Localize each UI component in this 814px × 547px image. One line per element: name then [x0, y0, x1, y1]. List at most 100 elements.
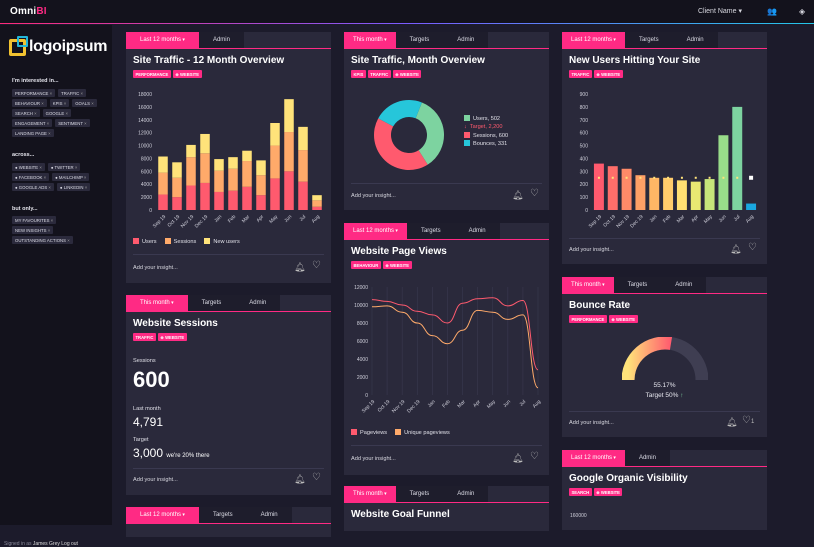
users-icon[interactable]: 👥 [767, 7, 777, 16]
tab-this-month[interactable]: This month [344, 486, 396, 502]
tab-admin[interactable]: Admin [443, 486, 489, 502]
tag-kpis[interactable]: KPIS [351, 70, 366, 78]
brand-logo[interactable]: OmniBI [10, 6, 47, 17]
brand-name: Omni [10, 6, 37, 17]
tab-targets[interactable]: Targets [198, 507, 247, 523]
last-month-label: Last month [133, 406, 161, 412]
tab-last-12-months[interactable]: Last 12 months [562, 32, 625, 48]
add-insight-link[interactable]: Add your insight... [133, 477, 178, 483]
filter-chip[interactable]: TRAFFIC [58, 89, 86, 97]
filter-chip[interactable]: ● LINKEDIN [56, 183, 91, 191]
tab-last-12-months[interactable]: Last 12 months [344, 223, 407, 239]
tab-targets[interactable]: Targets [187, 295, 236, 311]
filter-chip[interactable]: ● FACEBOOK [12, 173, 50, 181]
filter-chip[interactable]: SENTIMENT [55, 119, 90, 127]
bell-icon[interactable]: 🔔︎ [726, 417, 738, 427]
tag-website[interactable]: ⊕ WEBSITE [172, 70, 202, 78]
tag-behaviour[interactable]: BEHAVIOUR [351, 261, 381, 269]
heart-icon[interactable]: ♡ [748, 242, 757, 253]
target-marker [653, 176, 656, 179]
tab-targets[interactable]: Targets [624, 32, 673, 48]
filter-chip[interactable]: ● TWITTER [47, 163, 81, 171]
bar-segment [270, 178, 280, 210]
filter-chip[interactable]: ● GOOGLE ADS [12, 183, 54, 191]
filter-chip[interactable]: ENGAGEMENT [12, 119, 53, 127]
bar [621, 168, 632, 210]
bar-segment [200, 153, 210, 183]
heart-icon[interactable]: ♡1 [742, 415, 755, 426]
tab-admin[interactable]: Admin [624, 450, 670, 466]
bell-icon[interactable]: 🔔︎ [512, 453, 524, 463]
filter-chip[interactable]: OUTSTANDING ACTIONS [12, 236, 73, 244]
tag-website[interactable]: ⊕ WEBSITE [608, 315, 638, 323]
tag-performance[interactable]: PERFORMANCE [133, 70, 171, 78]
tag-traffic[interactable]: TRAFFIC [569, 70, 592, 78]
bell-icon[interactable]: 🔔︎ [512, 190, 524, 200]
tab-this-month[interactable]: This month [344, 32, 396, 48]
add-insight-link[interactable]: Add your insight... [351, 456, 396, 462]
legend-label: Bounces, 331 [473, 141, 508, 148]
filter-chip[interactable]: LANDING PAGE [12, 129, 54, 137]
tag-search[interactable]: SEARCH [569, 488, 592, 496]
tag-website[interactable]: ⊕ WEBSITE [593, 70, 623, 78]
tab-admin[interactable]: Admin [235, 295, 281, 311]
bar-segment [214, 159, 224, 171]
tab-targets[interactable]: Targets [395, 486, 444, 502]
tag-website-label: WEBSITE [180, 71, 200, 77]
tab-last-12-months[interactable]: Last 12 months [562, 450, 625, 466]
layers-icon[interactable]: ◈ [799, 7, 806, 16]
tab-admin[interactable]: Admin [454, 223, 500, 239]
filter-chip[interactable]: GOALS [72, 99, 97, 107]
tab-targets[interactable]: Targets [406, 223, 455, 239]
tab-this-month[interactable]: This month [562, 277, 614, 293]
heart-icon[interactable]: ♡ [312, 260, 321, 271]
card-tags: PERFORMANCE ⊕ WEBSITE [133, 70, 202, 78]
filter-chip[interactable]: GOOGLE [42, 109, 71, 117]
bell-icon[interactable]: 🔔︎ [294, 262, 306, 272]
tab-this-month[interactable]: This month [126, 295, 188, 311]
filter-chip[interactable]: ● MAILCHIMP [52, 173, 90, 181]
tab-targets[interactable]: Targets [395, 32, 444, 48]
bar-segment [172, 197, 182, 210]
card-title: Website Goal Funnel [351, 509, 450, 520]
filter-chip[interactable]: KPIS [49, 99, 70, 107]
tag-website[interactable]: ⊕ WEBSITE [382, 261, 412, 269]
tag-performance[interactable]: PERFORMANCE [569, 315, 607, 323]
filter-chip[interactable]: BEHAVIOUR [12, 99, 47, 107]
heart-icon[interactable]: ♡ [312, 472, 321, 483]
heart-icon[interactable]: ♡ [530, 451, 539, 462]
tab-admin[interactable]: Admin [672, 32, 718, 48]
card-tabs: Last 12 months Targets Admin [126, 507, 331, 524]
tag-traffic[interactable]: TRAFFIC [133, 333, 156, 341]
top-bar: OmniBI Client Name ▾ 👥 ◈ [0, 0, 814, 24]
tab-last-12-months[interactable]: Last 12 months [126, 507, 199, 523]
filter-chip[interactable]: PERFORMANCE [12, 89, 56, 97]
tag-traffic[interactable]: TRAFFIC [367, 70, 391, 78]
add-insight-link[interactable]: Add your insight... [569, 420, 614, 426]
card-tabs: This month Targets Admin [562, 277, 767, 294]
logout-link[interactable]: Log out [61, 541, 78, 547]
bell-icon[interactable]: 🔔︎ [730, 244, 742, 254]
tab-admin[interactable]: Admin [661, 277, 707, 293]
filter-chip[interactable]: NEW INSIGHTS [12, 226, 54, 234]
add-insight-link[interactable]: Add your insight... [351, 193, 396, 199]
bell-icon[interactable]: 🔔︎ [294, 474, 306, 484]
tab-admin[interactable]: Admin [198, 32, 244, 48]
x-tick-label: Mar [456, 399, 467, 410]
tab-last-12-months[interactable]: Last 12 months [126, 32, 199, 48]
tab-admin[interactable]: Admin [443, 32, 489, 48]
tag-website[interactable]: ⊕ WEBSITE [593, 488, 623, 496]
filter-chip[interactable]: SEARCH [12, 109, 40, 117]
y-tick-label: 200 [580, 182, 589, 188]
tag-website[interactable]: ⊕ WEBSITE [392, 70, 422, 78]
tab-targets[interactable]: Targets [613, 277, 662, 293]
client-selector[interactable]: Client Name ▾ [698, 7, 742, 15]
tag-website[interactable]: ⊕ WEBSITE [157, 333, 187, 341]
divider [133, 254, 324, 255]
filter-chip[interactable]: MY FAVOURITES [12, 216, 57, 224]
filter-chip[interactable]: ● WEBSITE [12, 163, 45, 171]
tab-admin[interactable]: Admin [246, 507, 292, 523]
heart-icon[interactable]: ♡ [530, 188, 539, 199]
add-insight-link[interactable]: Add your insight... [133, 265, 178, 271]
add-insight-link[interactable]: Add your insight... [569, 247, 614, 253]
